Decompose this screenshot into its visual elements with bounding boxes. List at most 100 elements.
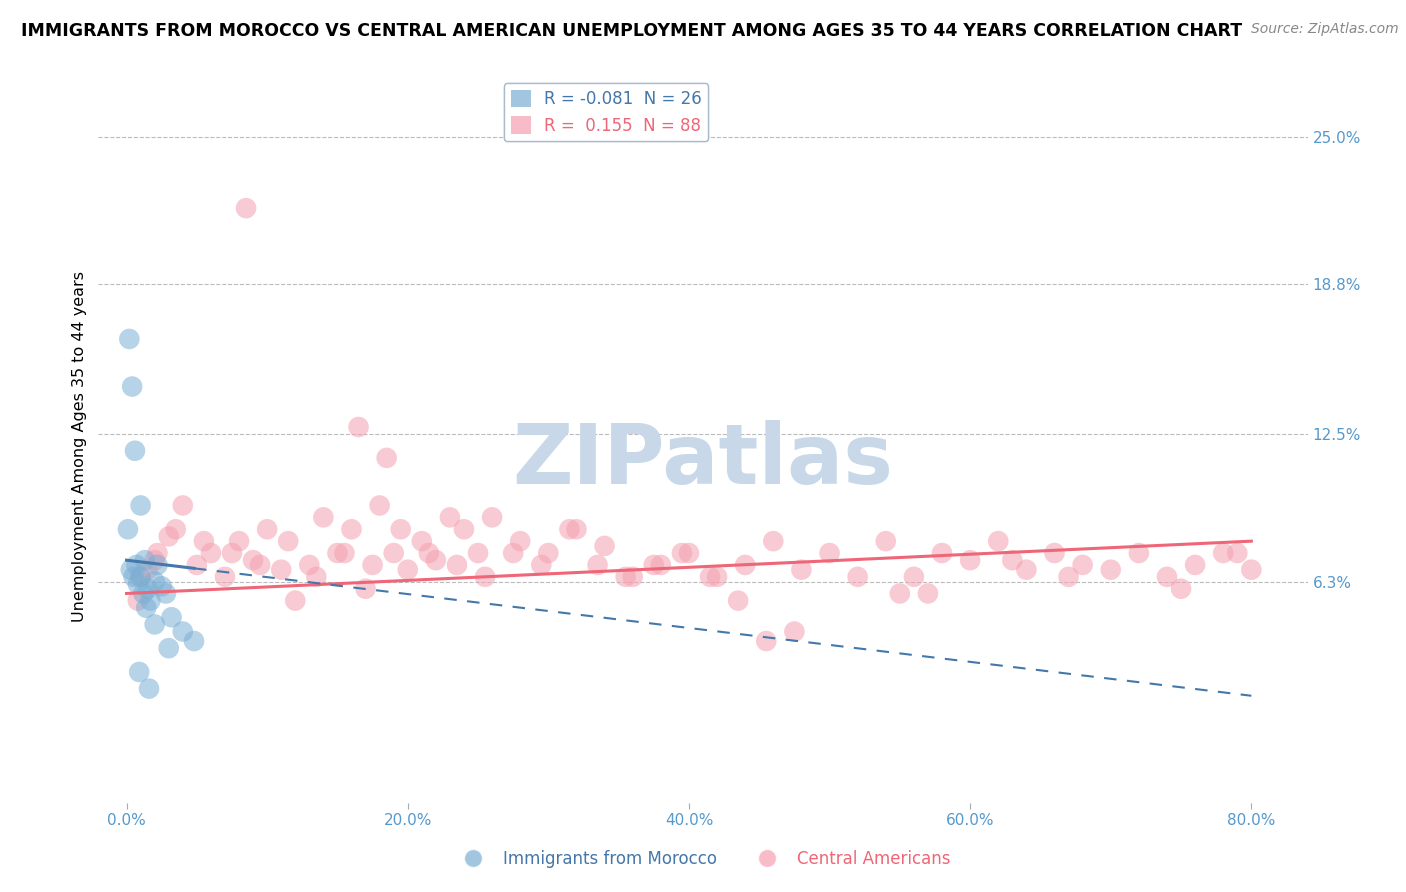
- Point: [146, 558, 169, 572]
- Point: [172, 499, 194, 513]
- Point: [183, 634, 205, 648]
- Point: [481, 510, 503, 524]
- Legend: Immigrants from Morocco, Central Americans: Immigrants from Morocco, Central America…: [450, 844, 956, 875]
- Point: [124, 443, 146, 458]
- Point: [120, 563, 142, 577]
- Point: [889, 586, 911, 600]
- Point: [139, 593, 162, 607]
- Point: [643, 558, 665, 572]
- Text: ZIPatlas: ZIPatlas: [513, 420, 893, 500]
- Y-axis label: Unemployment Among Ages 35 to 44 years: Unemployment Among Ages 35 to 44 years: [72, 270, 87, 622]
- Point: [931, 546, 953, 560]
- Point: [127, 577, 149, 591]
- Point: [614, 570, 637, 584]
- Point: [389, 522, 412, 536]
- Point: [474, 570, 496, 584]
- Point: [333, 546, 356, 560]
- Point: [135, 600, 157, 615]
- Point: [530, 558, 553, 572]
- Point: [143, 553, 166, 567]
- Point: [453, 522, 475, 536]
- Point: [155, 586, 177, 600]
- Point: [565, 522, 588, 536]
- Point: [136, 563, 159, 577]
- Point: [987, 534, 1010, 549]
- Point: [418, 546, 440, 560]
- Point: [284, 593, 307, 607]
- Point: [678, 546, 700, 560]
- Point: [221, 546, 243, 560]
- Point: [699, 570, 721, 584]
- Point: [959, 553, 981, 567]
- Point: [762, 534, 785, 549]
- Point: [1184, 558, 1206, 572]
- Point: [1156, 570, 1178, 584]
- Point: [375, 450, 398, 465]
- Point: [818, 546, 841, 560]
- Point: [354, 582, 377, 596]
- Point: [621, 570, 644, 584]
- Point: [903, 570, 925, 584]
- Point: [165, 522, 187, 536]
- Point: [129, 499, 152, 513]
- Point: [160, 610, 183, 624]
- Point: [242, 553, 264, 567]
- Point: [150, 579, 173, 593]
- Point: [157, 529, 180, 543]
- Point: [650, 558, 672, 572]
- Point: [1170, 582, 1192, 596]
- Point: [425, 553, 447, 567]
- Point: [249, 558, 271, 572]
- Point: [128, 665, 150, 679]
- Point: [671, 546, 693, 560]
- Point: [467, 546, 489, 560]
- Point: [1001, 553, 1024, 567]
- Point: [1099, 563, 1122, 577]
- Point: [1240, 563, 1263, 577]
- Point: [270, 563, 292, 577]
- Point: [1071, 558, 1094, 572]
- Point: [1043, 546, 1066, 560]
- Point: [537, 546, 560, 560]
- Point: [790, 563, 813, 577]
- Point: [783, 624, 806, 639]
- Point: [200, 546, 222, 560]
- Point: [193, 534, 215, 549]
- Point: [121, 379, 143, 393]
- Point: [586, 558, 609, 572]
- Point: [143, 617, 166, 632]
- Point: [411, 534, 433, 549]
- Point: [593, 539, 616, 553]
- Point: [734, 558, 756, 572]
- Point: [1226, 546, 1249, 560]
- Point: [917, 586, 939, 600]
- Point: [134, 553, 156, 567]
- Point: [347, 420, 370, 434]
- Point: [228, 534, 250, 549]
- Point: [122, 570, 145, 584]
- Point: [138, 681, 160, 696]
- Point: [118, 332, 141, 346]
- Point: [727, 593, 749, 607]
- Point: [1015, 563, 1038, 577]
- Point: [755, 634, 778, 648]
- Point: [146, 546, 169, 560]
- Point: [1212, 546, 1234, 560]
- Point: [340, 522, 363, 536]
- Point: [558, 522, 581, 536]
- Point: [361, 558, 384, 572]
- Point: [326, 546, 349, 560]
- Point: [125, 558, 148, 572]
- Text: IMMIGRANTS FROM MOROCCO VS CENTRAL AMERICAN UNEMPLOYMENT AMONG AGES 35 TO 44 YEA: IMMIGRANTS FROM MOROCCO VS CENTRAL AMERI…: [21, 22, 1243, 40]
- Point: [846, 570, 869, 584]
- Point: [157, 641, 180, 656]
- Point: [312, 510, 335, 524]
- Point: [382, 546, 405, 560]
- Point: [305, 570, 328, 584]
- Point: [277, 534, 299, 549]
- Point: [706, 570, 728, 584]
- Point: [132, 586, 155, 600]
- Point: [502, 546, 524, 560]
- Point: [509, 534, 531, 549]
- Point: [298, 558, 321, 572]
